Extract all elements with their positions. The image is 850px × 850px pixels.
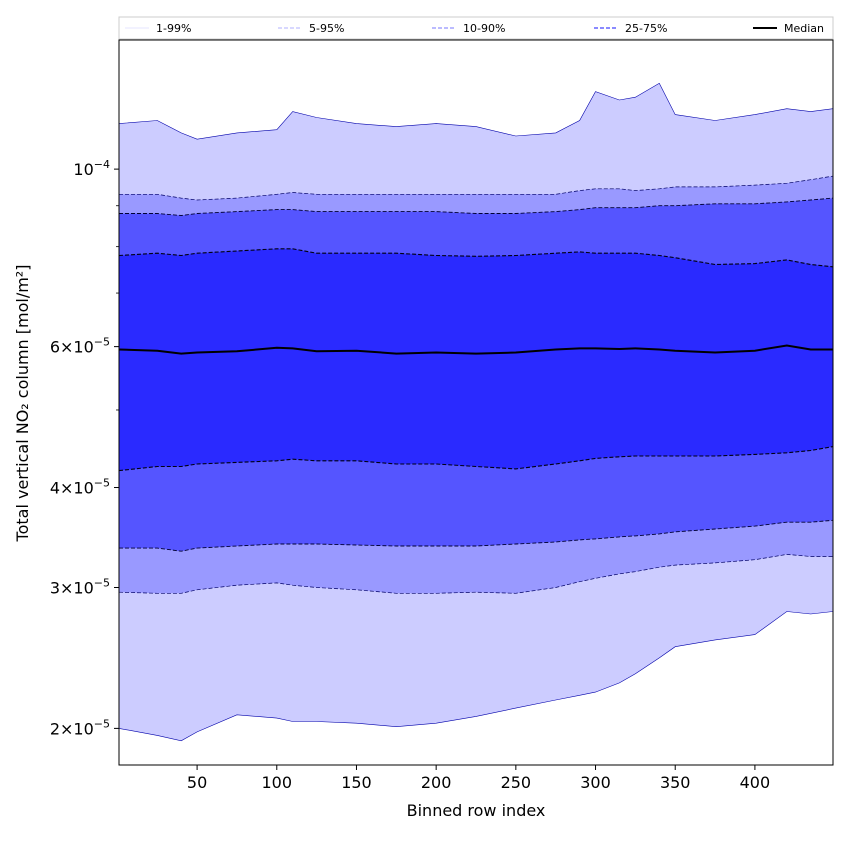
x-tick-label: 100 [262,773,293,792]
band-25-75pct [119,248,833,471]
legend-label: 1-99% [156,22,191,35]
y-tick-label: 4×10−5 [50,477,110,498]
legend-label: 10-90% [463,22,505,35]
legend-item: 10-90% [432,22,505,35]
x-tick-label: 200 [421,773,452,792]
legend-item: 1-99% [125,22,191,35]
legend-label: 25-75% [625,22,667,35]
legend-item: 25-75% [594,22,667,35]
y-axis-ticks: 2×10−5 3×10−5 4×10−5 6×10−5 10−4 [50,158,119,738]
band-edge-upper [119,82,833,140]
band-edge-lower [119,446,833,472]
band-edge-lower [119,519,833,552]
band-edge-upper [119,175,833,201]
x-tick-label: 300 [580,773,611,792]
legend-item: 5-95% [278,22,344,35]
legend-label: Median [784,22,824,35]
x-axis-label: Binned row index [407,801,546,820]
legend-label: 5-95% [309,22,344,35]
y-tick-label: 10−4 [73,158,110,179]
x-tick-label: 150 [341,773,372,792]
band-edge-lower [119,554,833,594]
y-tick-label: 3×10−5 [50,576,110,597]
plot-frame [118,39,834,766]
band-edge-lower [119,611,833,742]
band-edge-upper [119,197,833,216]
y-tick-label: 2×10−5 [50,717,110,738]
median-layer [119,344,833,355]
y-axis-label: Total vertical NO₂ column [mol/m²] [13,265,32,543]
legend-box [118,16,834,40]
band-edge-upper [119,248,833,268]
x-tick-label: 400 [740,773,771,792]
x-tick-label: 350 [660,773,691,792]
x-tick-label: 50 [187,773,207,792]
legend: 1-99% 5-95% 10-90% 25-75% Median [118,16,834,40]
median-line [119,344,833,355]
percentile-bands [119,82,833,742]
x-axis-ticks: 50 100 150 200 250 300 350 400 [187,765,770,792]
legend-item: Median [753,22,824,35]
x-tick-label: 250 [501,773,532,792]
y-tick-label: 6×10−5 [50,336,110,357]
